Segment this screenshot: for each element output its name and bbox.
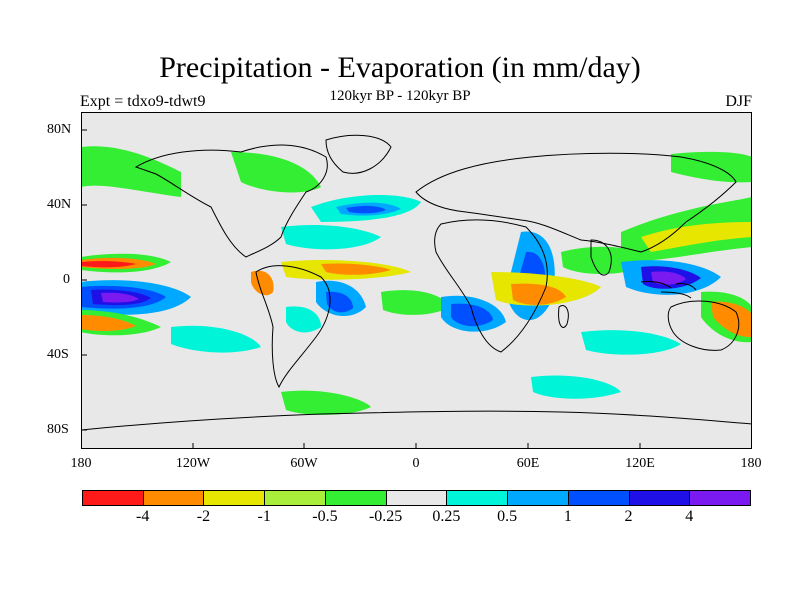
lon-label-180e: 180 [740, 456, 762, 471]
colorbar-label: -0.5 [312, 508, 338, 525]
field-patches [81, 146, 752, 415]
lon-label-60w: 60W [290, 456, 318, 471]
colorbar-swatch [142, 490, 205, 506]
colorbar-label: -0.25 [368, 508, 403, 525]
colorbar-label: 4 [685, 508, 694, 525]
colorbar-swatch [203, 490, 266, 506]
colorbar-swatch [689, 490, 751, 506]
coastlines [81, 134, 752, 431]
lon-label-120w: 120W [175, 456, 211, 471]
colorbar-label: -4 [136, 508, 150, 525]
lat-label-80s: 80S [47, 422, 69, 437]
colorbar-swatch [567, 490, 630, 506]
colorbar-label: 2 [624, 508, 633, 525]
lon-label-120e: 120E [625, 456, 655, 471]
lon-label-180w: 180 [70, 456, 92, 471]
lon-label-60e: 60E [516, 456, 540, 471]
colorbar-swatch [507, 490, 569, 506]
colorbar-swatch [82, 490, 144, 506]
colorbar-swatch [446, 490, 509, 506]
colorbar-label: 0.25 [432, 508, 461, 525]
world-map [81, 112, 752, 449]
chart-title: Precipitation - Evaporation (in mm/day) [159, 51, 641, 84]
colorbar-swatch [324, 490, 387, 506]
lat-label-80n: 80N [47, 122, 72, 137]
chart-subtitle: 120kyr BP - 120kyr BP [329, 88, 471, 104]
colorbar-swatch [264, 490, 326, 506]
map-ticks [81, 129, 641, 449]
lat-label-0: 0 [63, 272, 70, 287]
lat-label-40s: 40S [47, 347, 69, 362]
colorbar-label: 1 [563, 508, 572, 525]
lon-label-0: 0 [412, 456, 420, 471]
experiment-label: Expt = tdxo9-tdwt9 [80, 93, 206, 110]
colorbar-label: -2 [196, 508, 211, 525]
colorbar-label: -1 [257, 508, 271, 525]
colorbar-swatch [385, 490, 448, 506]
lat-label-40n: 40N [47, 197, 72, 212]
season-label: DJF [725, 93, 752, 110]
colorbar-label: 0.5 [497, 508, 518, 525]
colorbar-swatch [628, 490, 691, 506]
